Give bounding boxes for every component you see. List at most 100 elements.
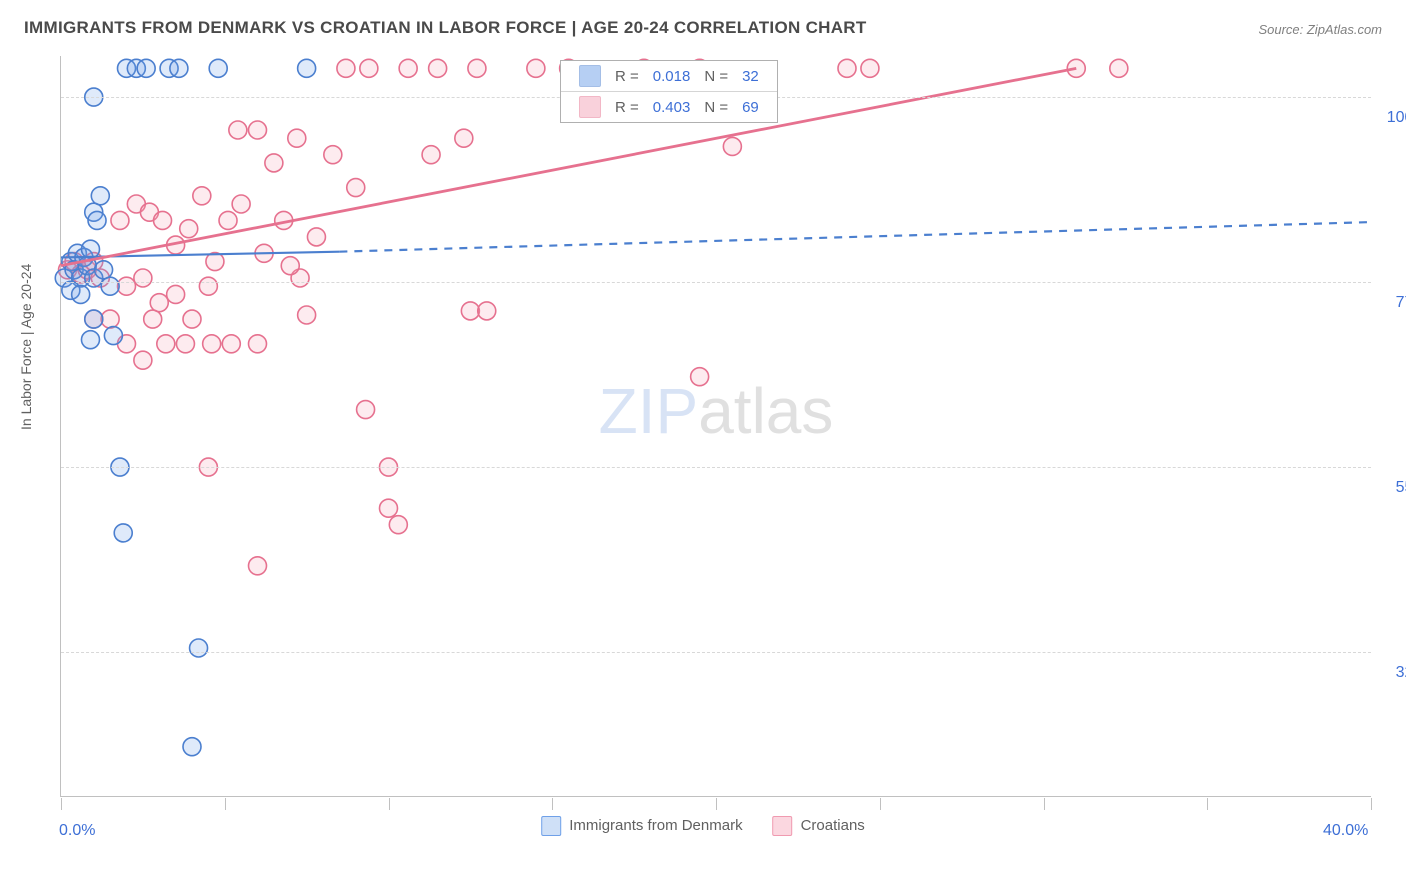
trend-line-dashed xyxy=(339,222,1371,252)
scatter-point xyxy=(72,285,90,303)
scatter-point xyxy=(337,59,355,77)
scatter-point xyxy=(183,310,201,328)
scatter-point xyxy=(167,285,185,303)
scatter-point xyxy=(298,306,316,324)
gridline-h xyxy=(61,282,1371,283)
legend-label: Croatians xyxy=(801,817,865,834)
legend-label: Immigrants from Denmark xyxy=(569,817,742,834)
scatter-point xyxy=(232,195,250,213)
y-axis-label: In Labor Force | Age 20-24 xyxy=(18,264,34,430)
stat-swatch xyxy=(579,65,601,87)
scatter-point xyxy=(527,59,545,77)
scatter-point xyxy=(288,129,306,147)
scatter-point xyxy=(144,310,162,328)
x-tick xyxy=(61,798,62,810)
bottom-legend: Immigrants from Denmark Croatians xyxy=(541,816,865,836)
scatter-point xyxy=(222,335,240,353)
scatter-point xyxy=(81,331,99,349)
chart-title: IMMIGRANTS FROM DENMARK VS CROATIAN IN L… xyxy=(24,18,867,38)
scatter-point xyxy=(85,310,103,328)
scatter-point xyxy=(199,277,217,295)
scatter-point xyxy=(118,277,136,295)
scatter-point xyxy=(360,59,378,77)
scatter-point xyxy=(461,302,479,320)
scatter-point xyxy=(478,302,496,320)
scatter-point xyxy=(95,261,113,279)
scatter-point xyxy=(81,240,99,258)
scatter-point xyxy=(324,146,342,164)
scatter-point xyxy=(307,228,325,246)
x-tick-label: 40.0% xyxy=(1323,822,1368,840)
scatter-svg xyxy=(61,56,1371,796)
scatter-point xyxy=(101,277,119,295)
stat-r-value: 0.018 xyxy=(653,68,691,85)
scatter-point xyxy=(265,154,283,172)
scatter-point xyxy=(209,59,227,77)
stat-swatch xyxy=(579,96,601,118)
y-tick-label: 100.0% xyxy=(1387,109,1406,127)
scatter-point xyxy=(170,59,188,77)
x-tick xyxy=(389,798,390,810)
stat-n-label: N = xyxy=(704,68,728,85)
stat-r-label: R = xyxy=(615,68,639,85)
scatter-point xyxy=(468,59,486,77)
scatter-point xyxy=(422,146,440,164)
y-tick-label: 77.5% xyxy=(1396,294,1406,312)
x-tick xyxy=(1044,798,1045,810)
scatter-point xyxy=(134,269,152,287)
gridline-h xyxy=(61,467,1371,468)
scatter-point xyxy=(88,211,106,229)
stat-n-label: N = xyxy=(704,99,728,116)
scatter-point xyxy=(219,211,237,229)
scatter-point xyxy=(134,351,152,369)
scatter-point xyxy=(861,59,879,77)
x-tick xyxy=(225,798,226,810)
scatter-point xyxy=(91,187,109,205)
scatter-point xyxy=(429,59,447,77)
stat-r-value: 0.403 xyxy=(653,99,691,116)
scatter-point xyxy=(137,59,155,77)
stat-legend-row: R = 0.403 N = 69 xyxy=(561,91,777,122)
scatter-point xyxy=(150,294,168,312)
scatter-point xyxy=(249,335,267,353)
scatter-point xyxy=(357,401,375,419)
scatter-point xyxy=(176,335,194,353)
scatter-point xyxy=(193,187,211,205)
legend-swatch xyxy=(773,816,793,836)
scatter-point xyxy=(249,121,267,139)
x-tick xyxy=(880,798,881,810)
scatter-point xyxy=(111,211,129,229)
scatter-point xyxy=(229,121,247,139)
scatter-point xyxy=(157,335,175,353)
scatter-point xyxy=(281,257,299,275)
scatter-point xyxy=(389,516,407,534)
x-tick-label: 0.0% xyxy=(59,822,95,840)
chart-plot-area: ZIPatlas 32.5%55.0%77.5%100.0%0.0%40.0% xyxy=(60,56,1371,797)
scatter-point xyxy=(1110,59,1128,77)
scatter-point xyxy=(838,59,856,77)
scatter-point xyxy=(101,310,119,328)
gridline-h xyxy=(61,652,1371,653)
scatter-point xyxy=(691,368,709,386)
x-tick xyxy=(1371,798,1372,810)
legend-swatch xyxy=(541,816,561,836)
scatter-point xyxy=(180,220,198,238)
y-tick-label: 55.0% xyxy=(1396,479,1406,497)
source-attrib: Source: ZipAtlas.com xyxy=(1258,22,1382,37)
stat-n-value: 69 xyxy=(742,99,759,116)
legend-item: Croatians xyxy=(773,816,865,836)
scatter-point xyxy=(203,335,221,353)
scatter-point xyxy=(298,59,316,77)
y-tick-label: 32.5% xyxy=(1396,664,1406,682)
scatter-point xyxy=(104,327,122,345)
stat-n-value: 32 xyxy=(742,68,759,85)
stat-r-label: R = xyxy=(615,99,639,116)
scatter-point xyxy=(399,59,417,77)
stat-legend: R = 0.018 N = 32 R = 0.403 N = 69 xyxy=(560,60,778,123)
legend-item: Immigrants from Denmark xyxy=(541,816,742,836)
scatter-point xyxy=(114,524,132,542)
scatter-point xyxy=(723,137,741,155)
scatter-point xyxy=(190,639,208,657)
x-tick xyxy=(1207,798,1208,810)
scatter-point xyxy=(249,557,267,575)
